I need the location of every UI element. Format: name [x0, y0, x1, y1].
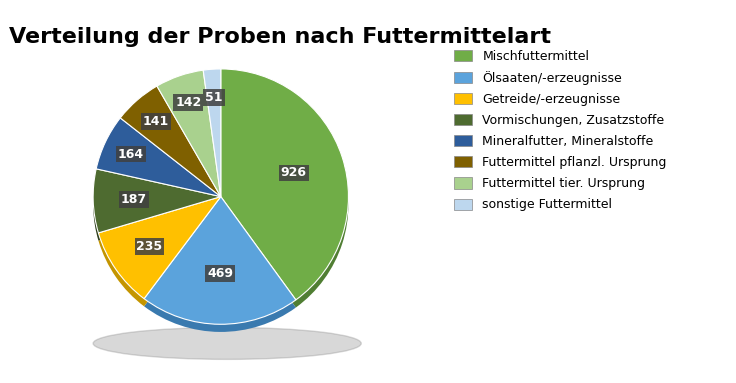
Text: 142: 142 — [175, 96, 202, 109]
Wedge shape — [120, 86, 221, 196]
Wedge shape — [96, 118, 221, 196]
Text: 187: 187 — [121, 193, 147, 206]
Text: Verteilung der Proben nach Futtermittelart: Verteilung der Proben nach Futtermittela… — [9, 27, 551, 47]
Wedge shape — [221, 69, 348, 300]
Wedge shape — [144, 204, 296, 332]
Ellipse shape — [93, 327, 361, 359]
Text: 469: 469 — [207, 267, 233, 280]
Wedge shape — [157, 70, 221, 196]
Legend: Mischfuttermittel, Ölsaaten/-erzeugnisse, Getreide/-erzeugnisse, Vormischungen, : Mischfuttermittel, Ölsaaten/-erzeugnisse… — [448, 44, 672, 216]
Wedge shape — [203, 77, 221, 204]
Wedge shape — [203, 69, 221, 196]
Wedge shape — [144, 196, 296, 324]
Wedge shape — [93, 169, 221, 233]
Text: 164: 164 — [118, 147, 144, 160]
Wedge shape — [120, 94, 221, 204]
Wedge shape — [99, 204, 221, 306]
Wedge shape — [221, 77, 348, 308]
Text: 141: 141 — [142, 115, 169, 128]
Text: 235: 235 — [136, 240, 163, 253]
Text: 51: 51 — [205, 91, 223, 104]
Wedge shape — [157, 78, 221, 204]
Wedge shape — [96, 126, 221, 204]
Wedge shape — [93, 177, 221, 241]
Text: 926: 926 — [280, 167, 307, 180]
Wedge shape — [99, 196, 221, 299]
